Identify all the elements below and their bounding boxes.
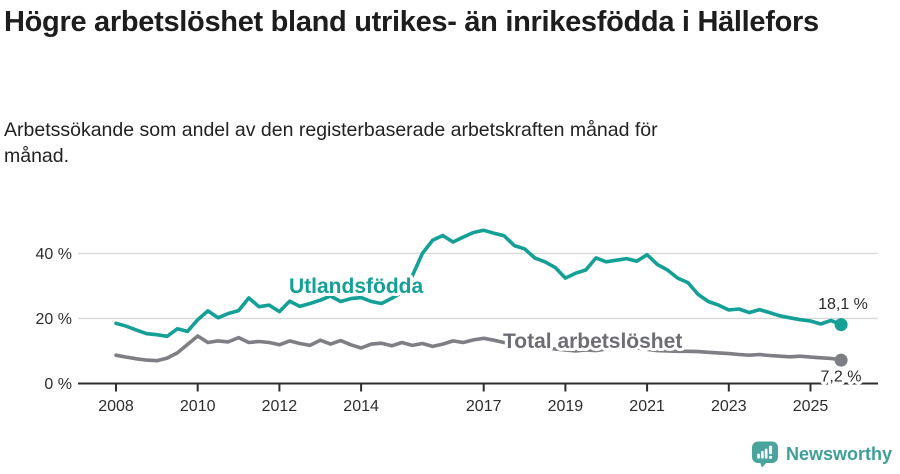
- x-tick-label-2025: 2025: [793, 398, 829, 415]
- end-dot-utlandsf-dda: [834, 318, 848, 332]
- x-tick-label-2023: 2023: [711, 398, 747, 415]
- newsworthy-wordmark: Newsworthy: [785, 444, 892, 464]
- x-tick-label-2021: 2021: [629, 398, 665, 415]
- y-tick-label-0: 0 %: [44, 376, 72, 393]
- series-line-utlandsf-dda: [114, 228, 843, 339]
- y-tick-label-20: 20 %: [36, 311, 72, 328]
- x-tick-label-2012: 2012: [262, 398, 298, 415]
- end-value-label-utlandsf-dda: 18,1 %: [818, 296, 868, 313]
- x-tick-label-2010: 2010: [180, 398, 216, 415]
- series-label-utlandsf-dda: Utlandsfödda: [289, 275, 423, 298]
- series-label-total-arbetsl-shet: Total arbetslöshet: [503, 330, 682, 353]
- end-dot-total-arbetsl-shet: [834, 353, 848, 367]
- end-value-label-total-arbetsl-shet: 7,2 %: [821, 369, 862, 386]
- series-line-total-arbetsl-shet: [114, 334, 843, 363]
- y-tick-label-40: 40 %: [36, 246, 72, 263]
- newsworthy-logo: Newsworthy: [751, 441, 892, 468]
- newsworthy-badge-icon: [751, 441, 778, 468]
- page-title: Högre arbetslöshet bland utrikes- än inr…: [4, 6, 819, 38]
- x-tick-label-2008: 2008: [98, 398, 134, 415]
- page-subtitle: Arbetssökande som andel av den registerb…: [4, 119, 658, 167]
- x-tick-label-2019: 2019: [548, 398, 584, 415]
- x-tick-label-2014: 2014: [343, 398, 379, 415]
- x-tick-label-2017: 2017: [466, 398, 502, 415]
